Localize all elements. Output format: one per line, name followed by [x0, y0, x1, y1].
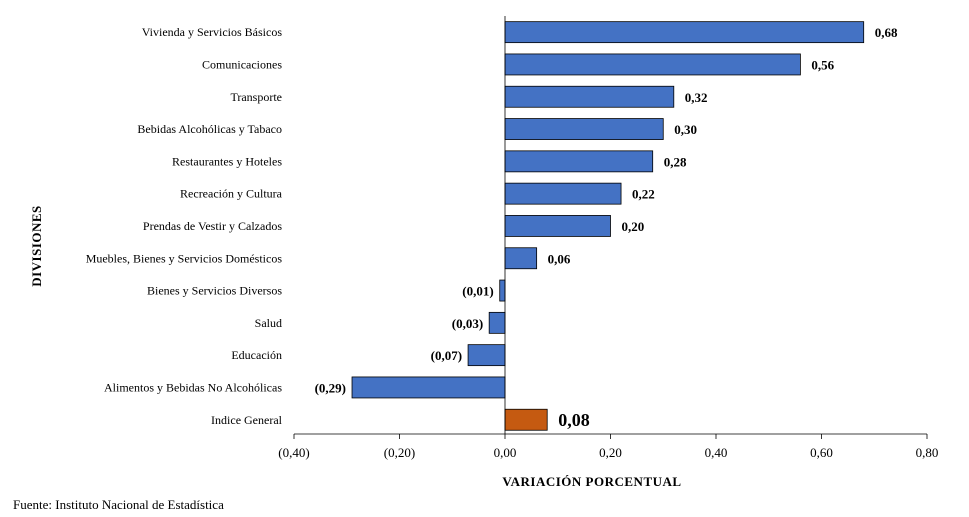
data-label: (0,01) [462, 284, 493, 299]
x-axis: (0,40) (0,20) 0,00 0,20 0,40 0,60 0,80 [278, 16, 938, 460]
data-label: (0,03) [452, 316, 483, 331]
category-label: Recreación y Cultura [180, 187, 283, 201]
category-label: Indice General [211, 413, 283, 427]
bar [488, 311, 506, 334]
category-label: Muebles, Bienes y Servicios Domésticos [86, 251, 283, 265]
category-label: Bienes y Servicios Diversos [147, 284, 282, 298]
x-tick-label: 0,60 [810, 445, 833, 460]
category-label: Transporte [230, 90, 282, 104]
bar [504, 247, 538, 270]
bar [504, 150, 654, 173]
data-label: 0,28 [664, 154, 687, 169]
bars-group [351, 21, 865, 431]
x-tick-label: (0,40) [278, 445, 309, 460]
bar [504, 85, 675, 108]
x-tick-label: 0,00 [494, 445, 517, 460]
y-axis-title: DIVISIONES [29, 205, 44, 287]
bar [351, 376, 506, 399]
bar [504, 182, 622, 205]
source-note: Fuente: Instituto Nacional de Estadístic… [13, 497, 224, 512]
data-label: 0,22 [632, 187, 655, 202]
category-label: Prendas de Vestir y Calzados [143, 219, 282, 233]
category-label: Alimentos y Bebidas No Alcohólicas [104, 380, 282, 394]
category-labels: Vivienda y Servicios Básicos Comunicacion… [86, 25, 283, 427]
bar-indice-general [504, 408, 548, 431]
bar [467, 344, 506, 367]
data-label: 0,08 [558, 410, 590, 430]
category-label: Bebidas Alcohólicas y Tabaco [137, 122, 282, 136]
data-label: 0,68 [875, 25, 898, 40]
data-label: 0,32 [685, 90, 708, 105]
category-label: Salud [255, 316, 282, 330]
data-label: (0,07) [431, 348, 462, 363]
category-label: Vivienda y Servicios Básicos [142, 25, 283, 39]
bar [504, 53, 801, 76]
data-labels: 0,68 0,56 0,32 0,30 0,28 0,22 0,20 0,06 (0,01) (0… [315, 25, 898, 430]
bar [504, 215, 611, 237]
x-tick-label: 0,20 [599, 445, 622, 460]
x-axis-title: VARIACIÓN PORCENTUAL [502, 474, 681, 489]
x-tick-label: 0,80 [916, 445, 939, 460]
x-tick-label: (0,20) [384, 445, 415, 460]
x-tick-label: 0,40 [705, 445, 728, 460]
category-label: Comunicaciones [202, 57, 282, 71]
data-label: 0,06 [548, 251, 571, 266]
bar [504, 21, 865, 44]
bar [499, 279, 506, 302]
data-label: 0,20 [622, 219, 645, 234]
data-label: 0,56 [811, 57, 834, 72]
category-label: Educación [231, 348, 282, 362]
category-label: Restaurantes y Hoteles [172, 154, 282, 168]
data-label: (0,29) [315, 380, 346, 395]
data-label: 0,30 [674, 122, 697, 137]
bar [504, 118, 664, 140]
